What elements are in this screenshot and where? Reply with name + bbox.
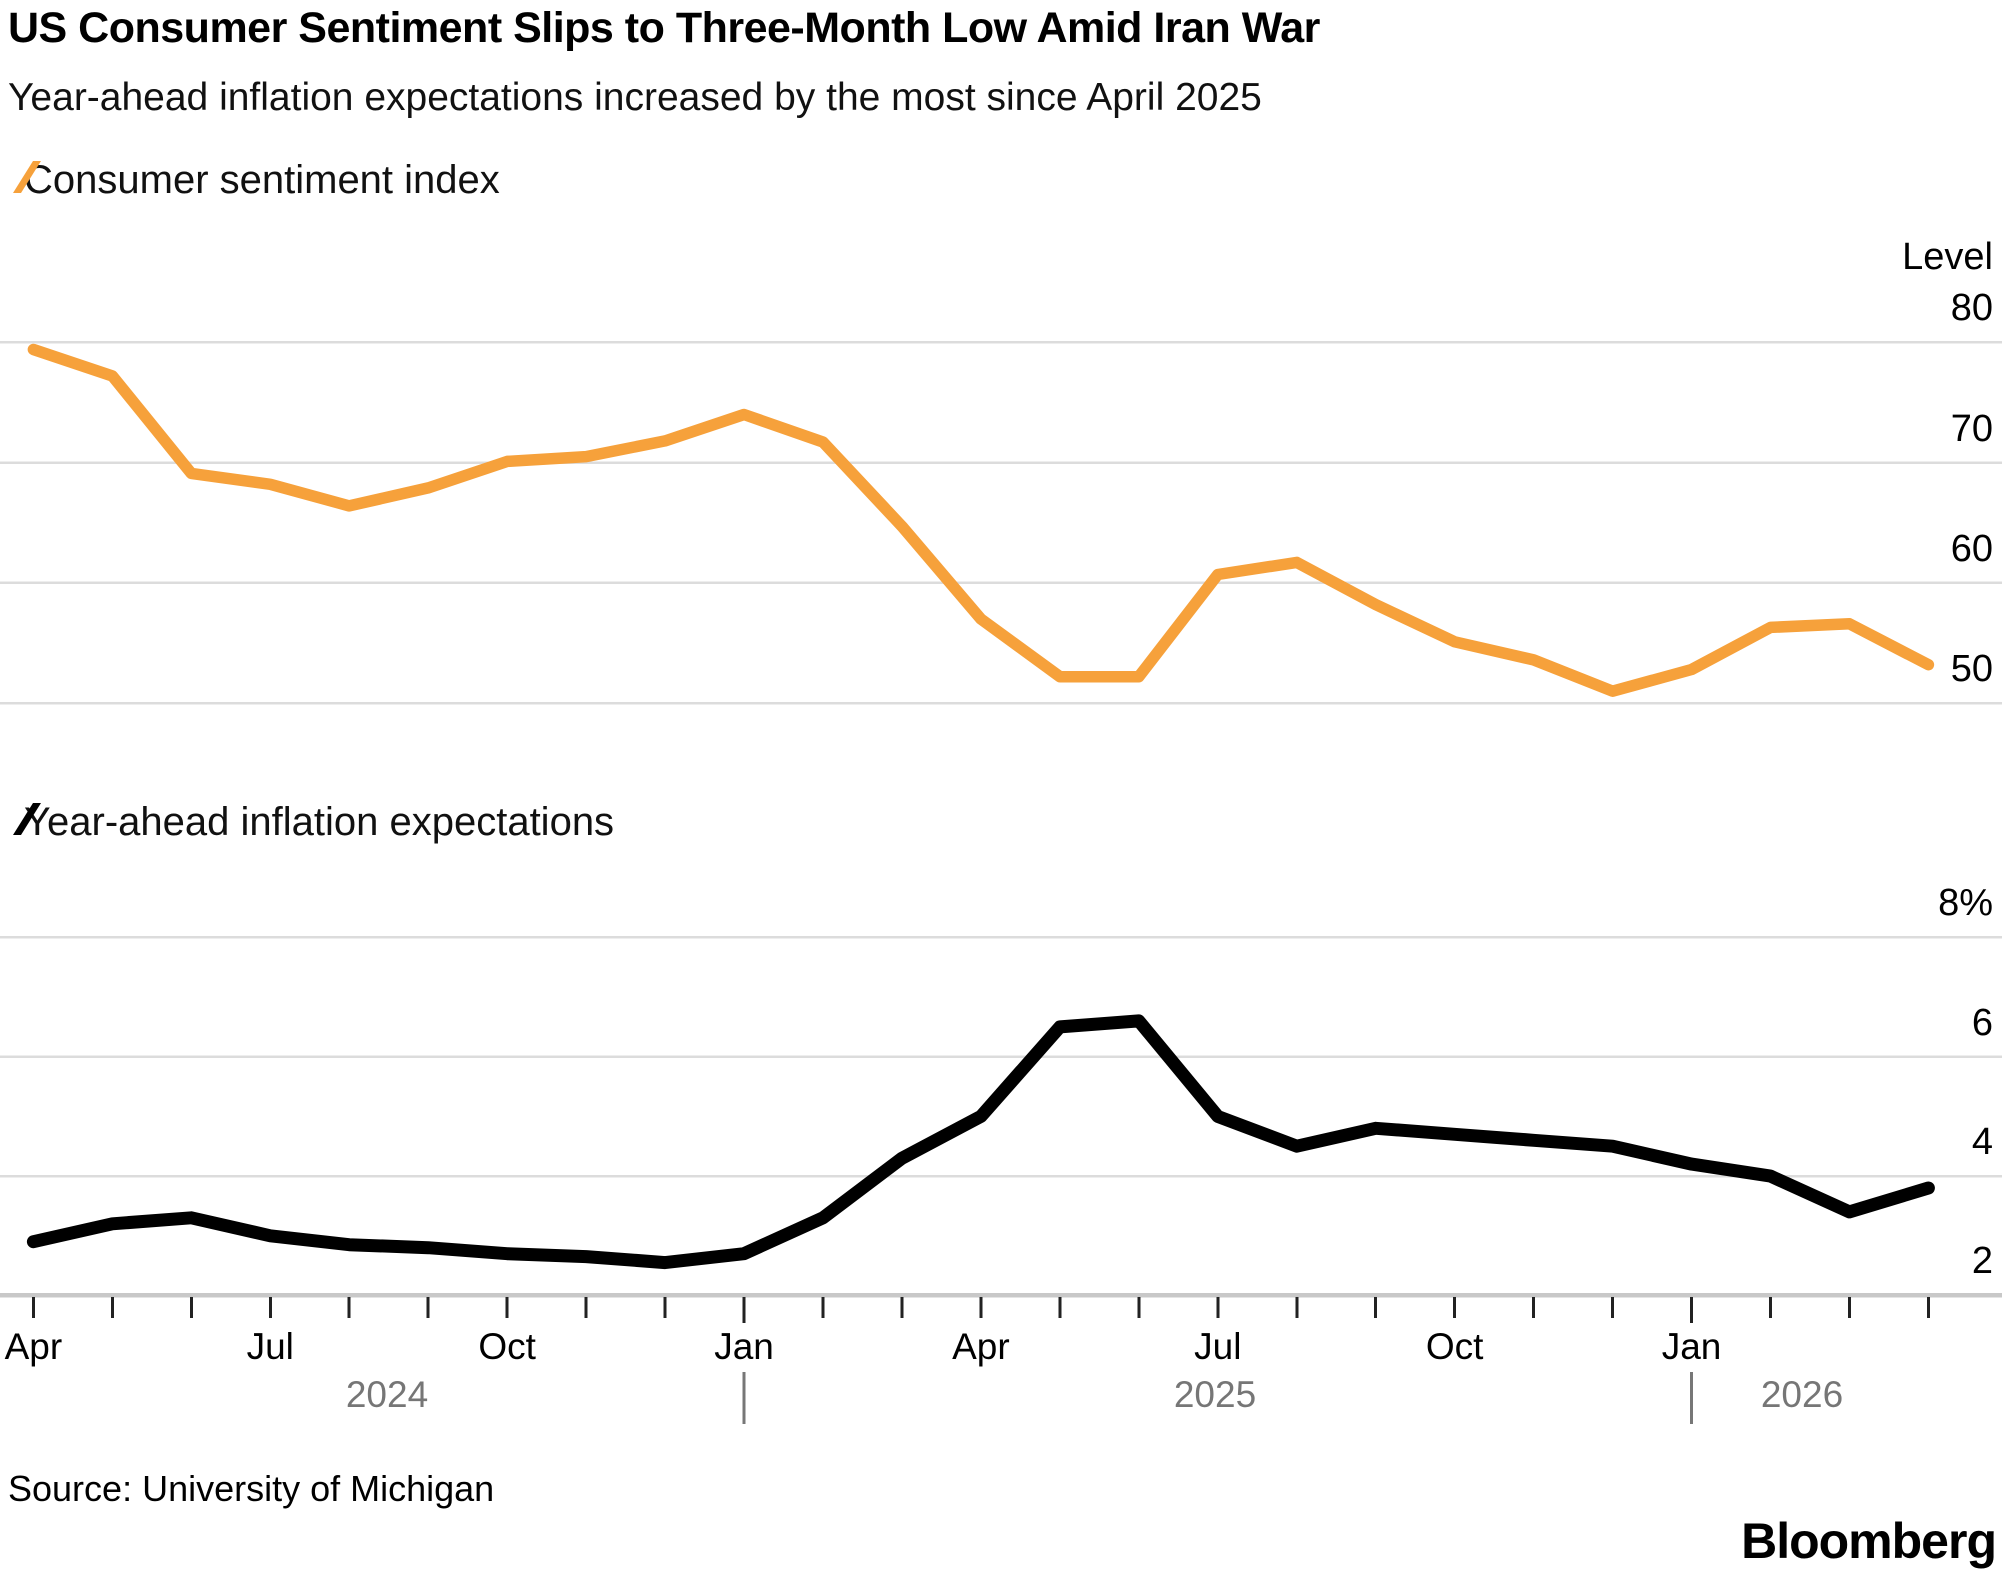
y-tick-label: 70 [1950,407,1993,450]
source-note: Source: University of Michigan [8,1468,495,1509]
year-label: 2026 [1760,1374,1844,1415]
y-tick-label: 60 [1950,527,1993,570]
x-tick-label: Apr [952,1326,1010,1367]
y-tick-label: 8% [1938,882,1993,925]
page-title: US Consumer Sentiment Slips to Three-Mon… [8,4,1320,52]
legend-inflation-label: Year-ahead inflation expectations [24,800,615,844]
x-tick-label: Oct [1425,1326,1484,1367]
year-label: 2024 [345,1374,429,1415]
y-axis-unit-label: Level [1902,236,1993,278]
legend-inflation: Year-ahead inflation expectations [8,800,614,845]
x-tick-label: Apr [4,1326,63,1367]
x-tick-label: Jul [1194,1326,1242,1367]
y-tick-label: 80 [1950,287,1993,330]
y-tick-label: 4 [1971,1121,1993,1164]
x-tick-label: Jan [714,1326,774,1367]
x-tick-label: Jan [1661,1326,1722,1367]
bloomberg-logo: Bloomberg [1741,1513,1997,1569]
sentiment-line [27,343,1935,697]
legend-sentiment-label: Consumer sentiment index [24,158,500,202]
y-tick-label: 50 [1950,648,1993,691]
year-label: 2025 [1173,1374,1257,1415]
page-subtitle: Year-ahead inflation expectations increa… [8,76,1262,119]
inflation-line [26,1014,1935,1270]
x-tick-label: Oct [478,1326,536,1367]
y-tick-label: 2 [1971,1240,1993,1283]
legend-sentiment: Consumer sentiment index [8,158,500,203]
y-tick-label: 6 [1971,1001,1993,1044]
x-tick-label: Jul [246,1326,294,1367]
